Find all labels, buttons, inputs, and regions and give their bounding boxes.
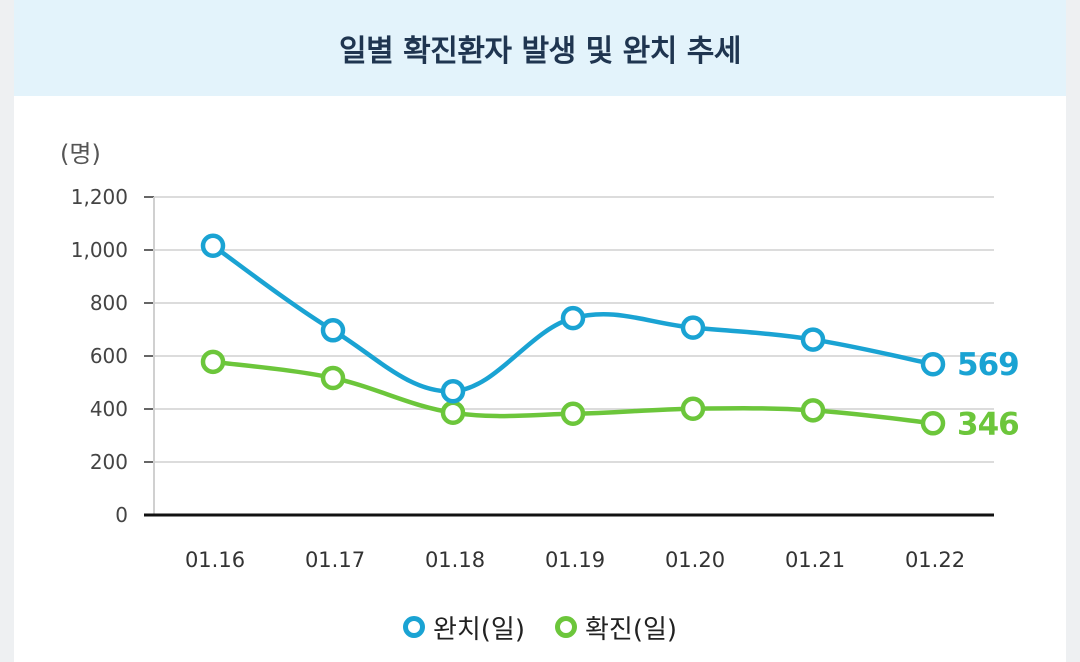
data-point-recovered bbox=[320, 318, 346, 343]
data-point-recovered bbox=[560, 305, 586, 331]
data-point-recovered bbox=[440, 378, 466, 404]
y-axis-unit-label: (명) bbox=[60, 140, 101, 168]
x-tick-label: 01.22 bbox=[905, 548, 965, 572]
data-point-recovered bbox=[920, 351, 946, 377]
chart-legend: 완치(일) 확진(일) bbox=[0, 602, 1080, 652]
x-tick-label: 01.20 bbox=[665, 548, 725, 572]
y-tick-label: 400 bbox=[90, 397, 128, 421]
legend-circle-icon-recovered bbox=[402, 616, 425, 638]
data-point-confirmed bbox=[200, 349, 226, 375]
y-tick-label: 0 bbox=[115, 503, 128, 527]
end-value-label-confirmed: 346 bbox=[957, 406, 1019, 442]
x-tick-label: 01.18 bbox=[425, 548, 485, 572]
legend-item-confirmed[interactable]: 확진(일) bbox=[555, 609, 677, 646]
y-tick-label: 600 bbox=[90, 344, 128, 368]
legend-label-confirmed: 확진(일) bbox=[585, 614, 678, 645]
x-tick-label: 01.17 bbox=[305, 548, 365, 572]
y-tick-label: 1,200 bbox=[71, 185, 128, 209]
data-point-confirmed bbox=[320, 365, 346, 391]
x-tick-label: 01.21 bbox=[785, 548, 845, 572]
y-tick-label: 1,000 bbox=[71, 238, 128, 262]
data-point-recovered bbox=[200, 233, 226, 259]
end-value-label-recovered: 569 bbox=[957, 347, 1019, 383]
legend-item-recovered[interactable]: 완치(일) bbox=[402, 609, 525, 646]
chart-header: 일별 확진환자 발생 및 완치 추세 bbox=[14, 0, 1066, 96]
legend-circle-icon-confirmed bbox=[555, 616, 577, 638]
chart-card: 일별 확진환자 발생 및 완치 추세 bbox=[14, 0, 1066, 662]
data-point-confirmed bbox=[440, 400, 466, 425]
data-point-confirmed bbox=[800, 398, 826, 423]
y-tick-label: 200 bbox=[90, 450, 128, 474]
data-point-recovered bbox=[680, 315, 706, 340]
data-point-confirmed bbox=[680, 396, 706, 421]
y-tick-label: 800 bbox=[90, 291, 128, 315]
line-chart: 0 200 400 600 800 1,000 1,200 01.16 01.17 01.18 01… bbox=[71, 185, 1020, 572]
data-point-confirmed bbox=[920, 411, 946, 436]
data-point-confirmed bbox=[560, 401, 586, 427]
data-point-recovered bbox=[800, 327, 826, 352]
x-tick-label: 01.19 bbox=[545, 548, 605, 572]
x-tick-label: 01.16 bbox=[185, 548, 245, 572]
legend-label-recovered: 완치(일) bbox=[432, 614, 525, 645]
chart-title: 일별 확진환자 발생 및 완치 추세 bbox=[338, 34, 742, 69]
